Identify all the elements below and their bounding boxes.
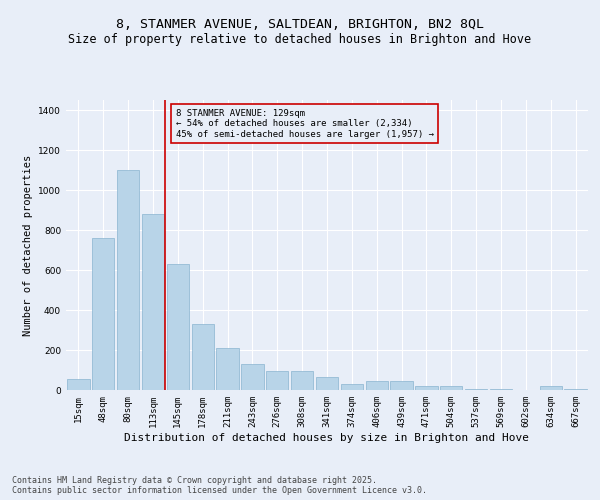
Bar (316, 377, 338, 390)
Bar (539, 386, 562, 390)
X-axis label: Distribution of detached houses by size in Brighton and Hove: Distribution of detached houses by size … (125, 432, 530, 442)
Bar (565, 389, 587, 390)
Bar (291, 371, 313, 390)
Text: 8 STANMER AVENUE: 129sqm
← 54% of detached houses are smaller (2,334)
45% of sem: 8 STANMER AVENUE: 129sqm ← 54% of detach… (176, 108, 434, 138)
Bar (266, 371, 289, 390)
Bar (191, 324, 214, 390)
Bar (465, 389, 487, 390)
Bar (117, 170, 139, 390)
Text: Size of property relative to detached houses in Brighton and Hove: Size of property relative to detached ho… (68, 32, 532, 46)
Bar (92, 238, 115, 390)
Bar (391, 381, 413, 390)
Text: Contains HM Land Registry data © Crown copyright and database right 2025.
Contai: Contains HM Land Registry data © Crown c… (12, 476, 427, 495)
Bar (67, 379, 89, 390)
Bar (241, 364, 263, 390)
Text: 8, STANMER AVENUE, SALTDEAN, BRIGHTON, BN2 8QL: 8, STANMER AVENUE, SALTDEAN, BRIGHTON, B… (116, 18, 484, 30)
Bar (341, 384, 363, 390)
Bar (167, 264, 189, 390)
Y-axis label: Number of detached properties: Number of detached properties (23, 154, 32, 336)
Bar (142, 214, 164, 390)
Bar (440, 386, 463, 390)
Bar (217, 348, 239, 390)
Bar (415, 386, 437, 390)
Bar (365, 381, 388, 390)
Bar (490, 389, 512, 390)
